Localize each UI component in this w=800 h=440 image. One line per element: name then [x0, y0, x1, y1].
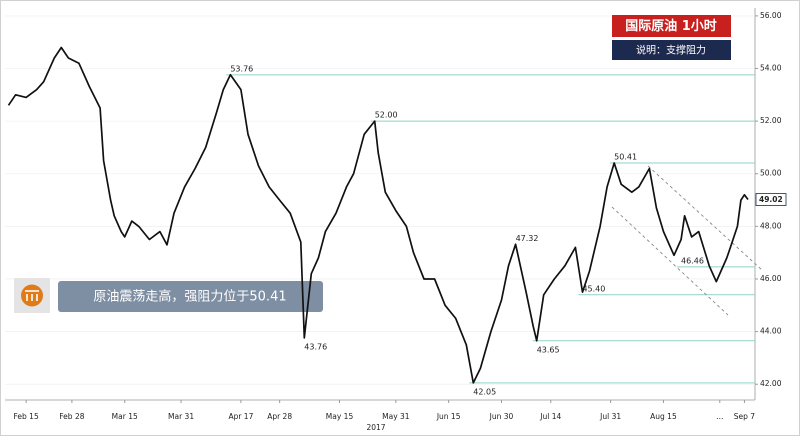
- x-tick-label: Apr 28: [267, 412, 292, 421]
- annotation: 50.41: [614, 152, 637, 161]
- x-tick-label: Jun 15: [436, 412, 461, 421]
- y-tick-label: 48.00: [760, 221, 782, 230]
- annotation: 52.00: [375, 111, 398, 120]
- chart-title: 国际原油 1小时: [625, 18, 717, 34]
- caption: 原油震荡走高，强阻力位于50.41: [93, 289, 286, 305]
- title-box: [612, 15, 731, 37]
- last-value-label: 49.02: [759, 195, 783, 204]
- caption-box: [58, 281, 323, 312]
- x-tick-label: ...: [716, 412, 723, 421]
- y-tick-label: 46.00: [760, 274, 782, 283]
- price-line: [7, 46, 749, 384]
- annotation: 43.65: [537, 345, 560, 354]
- annotation: 45.40: [582, 284, 605, 293]
- channel-line: [647, 165, 763, 271]
- last-value-box: [755, 193, 787, 206]
- y-tick-label: 54.00: [760, 64, 782, 73]
- x-tick-label: May 15: [326, 412, 354, 421]
- x-tick-label: Feb 15: [14, 412, 39, 421]
- channel-line: [611, 206, 729, 316]
- y-tick-label: 42.00: [760, 379, 782, 388]
- y-tick-label: 44.00: [760, 327, 782, 336]
- y-tick-label: 56.00: [760, 11, 782, 20]
- x-year-label: 2017: [366, 423, 385, 432]
- x-tick-label: Mar 31: [168, 412, 194, 421]
- annotation: 53.76: [230, 64, 253, 73]
- x-tick-label: May 31: [382, 412, 410, 421]
- x-tick-label: Apr 17: [228, 412, 253, 421]
- x-tick-label: Jul 14: [539, 412, 561, 421]
- x-tick-label: Jun 30: [489, 412, 514, 421]
- annotation: 47.32: [516, 234, 539, 243]
- x-tick-label: Sep 7: [734, 412, 756, 421]
- logo-glyph: [25, 290, 39, 301]
- chart-subtitle: 说明：支撑阻力: [636, 44, 706, 57]
- annotation: 42.05: [473, 387, 496, 396]
- subtitle-box: [612, 40, 731, 60]
- y-tick-label: 50.00: [760, 169, 782, 178]
- y-tick-label: 52.00: [760, 116, 782, 125]
- annotation: 46.46: [681, 256, 704, 265]
- x-tick-label: Jul 31: [599, 412, 621, 421]
- x-tick-label: Feb 28: [59, 412, 84, 421]
- annotation: 43.76: [304, 342, 327, 351]
- x-tick-label: Mar 15: [112, 412, 138, 421]
- x-tick-label: Aug 15: [650, 412, 677, 421]
